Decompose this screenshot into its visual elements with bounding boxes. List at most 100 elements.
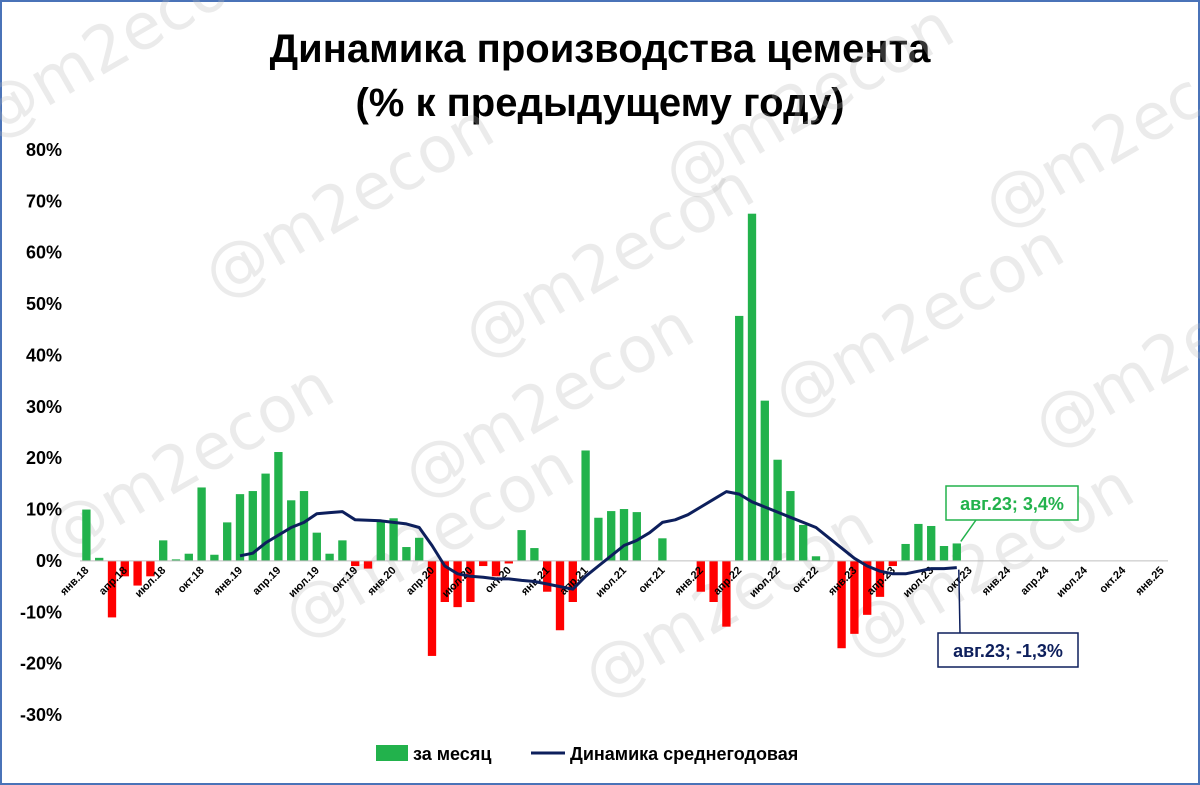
bar-апр.19	[274, 452, 283, 561]
y-tick-label: 50%	[26, 294, 62, 314]
bar-авг.19	[325, 553, 334, 561]
bar-янв.20	[389, 518, 398, 561]
bar-мар.23	[875, 560, 885, 597]
legend-swatch-monthly	[376, 745, 408, 761]
bar-мар.21	[568, 560, 577, 602]
line-series-average	[239, 490, 957, 591]
x-tick-label: окт.24	[1097, 564, 1129, 596]
y-axis: 80% 70% 60% 50% 40% 30% 20% 10% 0% -10% -20% -30%	[20, 140, 62, 725]
bar-авг.18	[171, 559, 181, 561]
bar-май.20	[440, 560, 449, 602]
bar-мар.18	[107, 560, 117, 618]
bar-апр.21	[581, 450, 590, 561]
y-tick-label: 20%	[26, 448, 62, 468]
y-tick-label: 70%	[26, 191, 62, 211]
y-tick-label: 0%	[36, 551, 62, 571]
watermark-layer: @m2econ@m2econ@m2econ@m2econ@m2econ@m2ec…	[0, 0, 1200, 714]
bar-авг.20	[479, 560, 488, 567]
bar-янв.19	[235, 494, 245, 561]
bar-фев.23	[863, 560, 872, 615]
bar-сен.18	[184, 553, 193, 561]
bar-окт.20	[504, 560, 513, 564]
y-tick-label: 60%	[26, 243, 62, 263]
y-tick-label: 30%	[26, 397, 62, 417]
bar-авг.23	[939, 546, 949, 561]
bar-апр.23	[888, 560, 897, 567]
bar-фев.19	[248, 491, 257, 561]
legend: за месяц Динамика среднегодовая	[376, 744, 798, 764]
bar-мар.22	[722, 560, 731, 627]
bar-май.22	[747, 213, 757, 561]
y-tick-label: -20%	[20, 654, 62, 674]
bar-июл.20	[466, 560, 475, 602]
bar-сен.22	[799, 524, 808, 561]
bar-ноя.19	[363, 560, 373, 569]
chart-title-line-2: (% к предыдущему году)	[355, 81, 845, 125]
bar-июн.21	[607, 511, 616, 561]
bar-фев.22	[709, 560, 718, 602]
bar-авг.21	[632, 512, 641, 561]
bar-окт.18	[197, 487, 206, 561]
bar-ноя.18	[210, 554, 219, 561]
bar-май.23	[901, 543, 910, 561]
bar-сен.19	[338, 540, 347, 561]
bar-сен.23	[952, 543, 961, 561]
y-tick-label: -30%	[20, 705, 62, 725]
bar-дек.18	[223, 522, 232, 561]
bar-авг.22	[786, 491, 795, 561]
chart-title-line-1: Динамика производства цемента	[269, 27, 931, 71]
bar-июн.19	[299, 491, 309, 561]
bar-дек.22	[837, 560, 846, 649]
watermark-text: @m2econ	[651, 0, 966, 214]
watermark-text: @m2econ	[31, 349, 346, 574]
watermark-text: @m2econ	[191, 89, 506, 314]
bar-апр.18	[120, 560, 129, 577]
x-tick-label: июл.21	[594, 565, 629, 600]
bar-июн.22	[760, 400, 769, 561]
chart-title: Динамика производства цемента (% к преды…	[2, 22, 1198, 130]
bar-янв.22	[696, 560, 705, 592]
callout-label-average: авг.23; -1,3%	[953, 641, 1063, 661]
y-tick-label: 10%	[26, 500, 62, 520]
bar-ноя.20	[517, 530, 526, 561]
x-tick-label: окт.21	[636, 565, 667, 596]
bar-окт.19	[351, 560, 360, 567]
bar-май.18	[133, 560, 142, 586]
callout-leader-monthly	[960, 519, 977, 542]
y-tick-label: -10%	[20, 602, 62, 622]
callout-leader-average	[958, 569, 961, 634]
bar-июн.20	[453, 560, 462, 608]
bar-янв.18	[82, 509, 91, 561]
watermark-text: @m2econ	[971, 19, 1200, 244]
bar-мар.19	[261, 473, 270, 561]
bar-дек.19	[376, 520, 385, 561]
bar-май.19	[287, 500, 296, 561]
bar-июл.21	[619, 509, 629, 561]
callout-box-monthly	[945, 485, 1079, 521]
bar-апр.20	[427, 560, 437, 656]
x-tick-label: янв.25	[1133, 565, 1166, 598]
y-tick-label: 80%	[26, 140, 62, 160]
bar-май.21	[594, 517, 603, 561]
bar-сен.20	[491, 560, 501, 577]
bar-янв.23	[850, 560, 859, 634]
legend-label-monthly: за месяц	[413, 744, 491, 764]
legend-label-average: Динамика среднегодовая	[570, 744, 798, 764]
bar-фев.20	[402, 547, 411, 561]
bar-фев.18	[95, 557, 104, 561]
bar-окт.22	[811, 556, 821, 561]
callout-label-monthly: авг.23; 3,4%	[960, 494, 1064, 514]
bar-series-monthly	[82, 213, 961, 656]
bar-окт.21	[658, 538, 667, 561]
bar-июл.22	[773, 459, 782, 561]
x-tick-label: окт.18	[176, 565, 207, 596]
bar-фев.21	[555, 560, 565, 631]
bar-июл.18	[159, 540, 168, 561]
bar-июл.23	[927, 525, 936, 561]
callouts: авг.23; 3,4% авг.23; -1,3%	[937, 485, 1079, 668]
y-tick-label: 40%	[26, 345, 62, 365]
bar-июн.18	[146, 560, 155, 577]
bar-дек.20	[530, 548, 539, 561]
